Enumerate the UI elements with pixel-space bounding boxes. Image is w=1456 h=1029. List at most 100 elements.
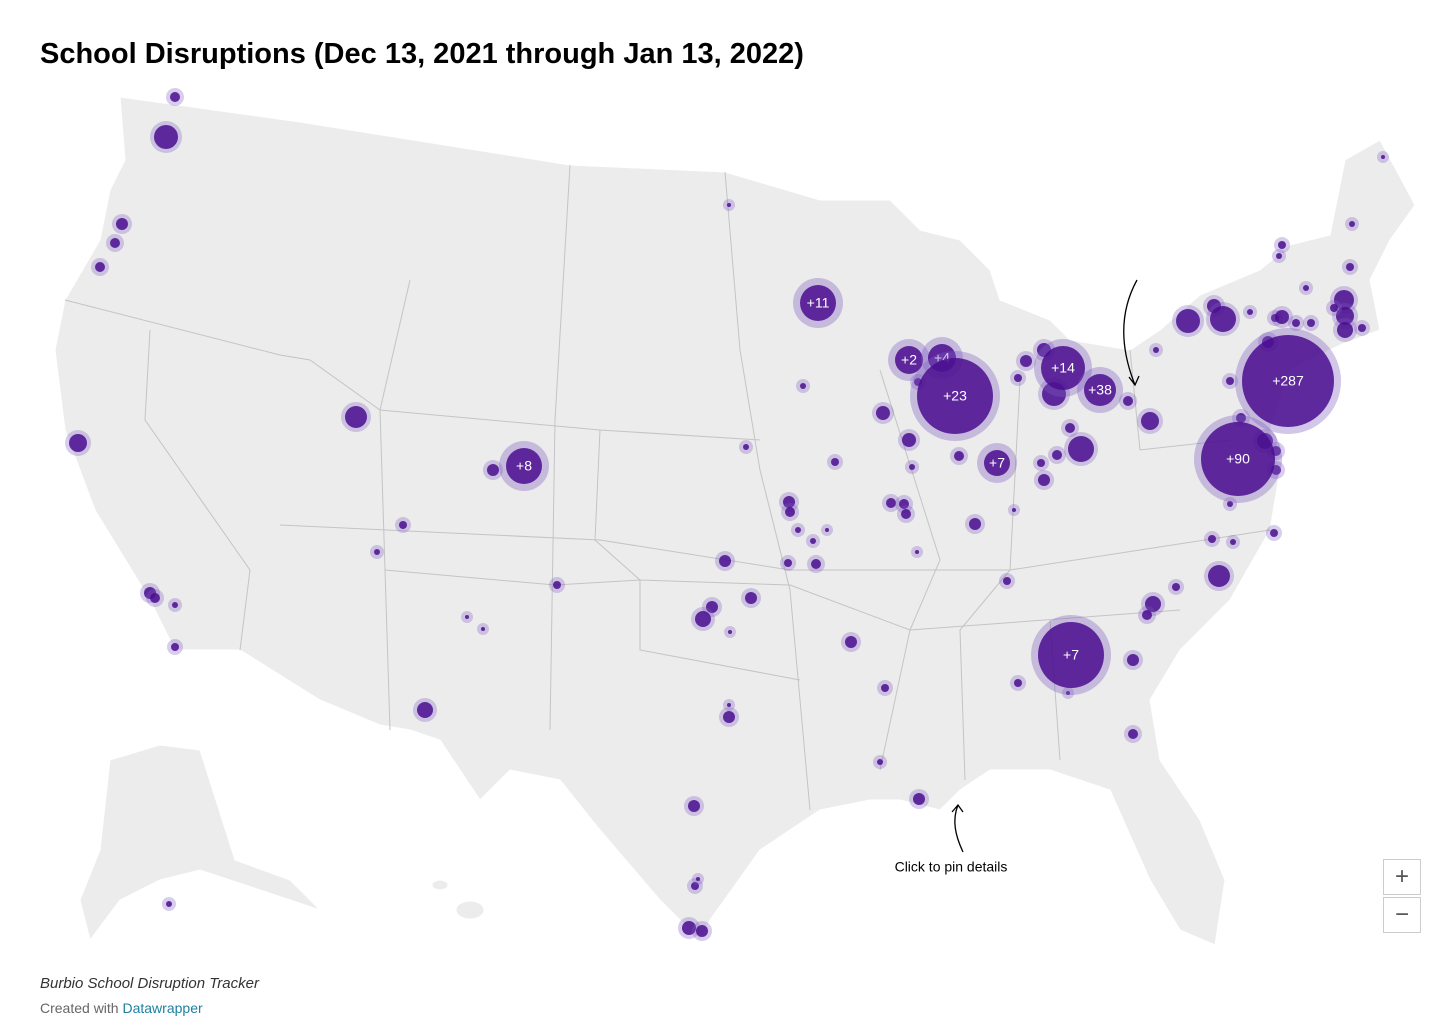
bubble[interactable] bbox=[553, 581, 561, 589]
bubble[interactable] bbox=[154, 125, 178, 149]
bubble[interactable] bbox=[901, 509, 911, 519]
bubble[interactable] bbox=[1276, 253, 1282, 259]
bubble[interactable] bbox=[1210, 306, 1236, 332]
bubble[interactable] bbox=[1358, 324, 1366, 332]
bubble[interactable] bbox=[727, 203, 731, 207]
bubble[interactable] bbox=[1275, 310, 1289, 324]
bubble[interactable] bbox=[915, 550, 919, 554]
bubble[interactable] bbox=[745, 592, 757, 604]
bubble[interactable] bbox=[688, 800, 700, 812]
bubble[interactable] bbox=[917, 358, 993, 434]
bubble[interactable] bbox=[1038, 622, 1104, 688]
bubble[interactable] bbox=[1226, 377, 1234, 385]
bubble[interactable] bbox=[1381, 155, 1385, 159]
bubble[interactable] bbox=[800, 285, 836, 321]
bubble[interactable] bbox=[1037, 459, 1045, 467]
bubble[interactable] bbox=[1142, 610, 1152, 620]
bubble[interactable] bbox=[1014, 374, 1022, 382]
bubble[interactable] bbox=[695, 611, 711, 627]
bubble[interactable] bbox=[969, 518, 981, 530]
bubble[interactable] bbox=[1247, 309, 1253, 315]
bubble[interactable] bbox=[876, 406, 890, 420]
bubble[interactable] bbox=[845, 636, 857, 648]
bubble[interactable] bbox=[1065, 423, 1075, 433]
bubble[interactable] bbox=[886, 498, 896, 508]
bubble[interactable] bbox=[881, 684, 889, 692]
bubble[interactable] bbox=[1123, 396, 1133, 406]
bubble[interactable] bbox=[1041, 346, 1085, 390]
bubble[interactable] bbox=[913, 793, 925, 805]
bubble[interactable] bbox=[1242, 335, 1334, 427]
bubble[interactable] bbox=[116, 218, 128, 230]
bubble[interactable] bbox=[1066, 691, 1070, 695]
bubble[interactable] bbox=[95, 262, 105, 272]
bubble[interactable] bbox=[1153, 347, 1159, 353]
bubble[interactable] bbox=[1128, 729, 1138, 739]
bubble[interactable] bbox=[902, 433, 916, 447]
bubble[interactable] bbox=[785, 507, 795, 517]
bubble[interactable] bbox=[1201, 422, 1275, 496]
bubble[interactable] bbox=[1227, 501, 1233, 507]
bubble[interactable] bbox=[345, 406, 367, 428]
bubble[interactable] bbox=[895, 346, 923, 374]
bubble[interactable] bbox=[1292, 319, 1300, 327]
bubble[interactable] bbox=[783, 496, 795, 508]
bubble[interactable] bbox=[166, 901, 172, 907]
bubble[interactable] bbox=[696, 877, 700, 881]
bubble[interactable] bbox=[1236, 413, 1246, 423]
bubble[interactable] bbox=[831, 458, 839, 466]
bubble[interactable] bbox=[696, 925, 708, 937]
bubble[interactable] bbox=[1230, 539, 1236, 545]
bubble[interactable] bbox=[825, 528, 829, 532]
bubble[interactable] bbox=[1303, 285, 1309, 291]
bubble[interactable] bbox=[800, 383, 806, 389]
bubble[interactable] bbox=[682, 921, 696, 935]
bubble[interactable] bbox=[150, 593, 160, 603]
bubble[interactable] bbox=[784, 559, 792, 567]
bubble[interactable] bbox=[877, 759, 883, 765]
bubble[interactable] bbox=[1208, 535, 1216, 543]
bubble[interactable] bbox=[727, 703, 731, 707]
bubble[interactable] bbox=[1208, 565, 1230, 587]
bubble[interactable] bbox=[728, 630, 732, 634]
bubble[interactable] bbox=[1084, 374, 1116, 406]
bubble[interactable] bbox=[1337, 322, 1353, 338]
bubble[interactable] bbox=[1270, 529, 1278, 537]
bubble[interactable] bbox=[909, 464, 915, 470]
bubble[interactable] bbox=[706, 601, 718, 613]
bubble[interactable] bbox=[1176, 309, 1200, 333]
credit-link[interactable]: Datawrapper bbox=[122, 1000, 203, 1016]
bubble[interactable] bbox=[374, 549, 380, 555]
bubble[interactable] bbox=[417, 702, 433, 718]
bubble[interactable] bbox=[1141, 412, 1159, 430]
bubble[interactable] bbox=[110, 238, 120, 248]
zoom-in[interactable]: + bbox=[1383, 859, 1421, 895]
bubble[interactable] bbox=[171, 643, 179, 651]
bubble[interactable] bbox=[1336, 307, 1354, 325]
bubble[interactable] bbox=[691, 882, 699, 890]
bubble[interactable] bbox=[1020, 355, 1032, 367]
bubble[interactable] bbox=[1014, 679, 1022, 687]
bubble[interactable] bbox=[954, 451, 964, 461]
bubble[interactable] bbox=[1172, 583, 1180, 591]
bubble[interactable] bbox=[1145, 596, 1161, 612]
bubble[interactable] bbox=[399, 521, 407, 529]
bubble[interactable] bbox=[69, 434, 87, 452]
bubble[interactable] bbox=[487, 464, 499, 476]
bubble[interactable] bbox=[810, 538, 816, 544]
bubble[interactable] bbox=[465, 615, 469, 619]
bubble[interactable] bbox=[172, 602, 178, 608]
bubble[interactable] bbox=[984, 450, 1010, 476]
bubble[interactable] bbox=[795, 527, 801, 533]
bubble[interactable] bbox=[1068, 436, 1094, 462]
bubble[interactable] bbox=[719, 555, 731, 567]
bubble[interactable] bbox=[506, 448, 542, 484]
bubble[interactable] bbox=[743, 444, 749, 450]
bubble[interactable] bbox=[1334, 290, 1354, 310]
bubble[interactable] bbox=[1346, 263, 1354, 271]
bubble[interactable] bbox=[1038, 474, 1050, 486]
bubble[interactable] bbox=[1330, 304, 1338, 312]
zoom-out[interactable]: − bbox=[1383, 897, 1421, 933]
bubble[interactable] bbox=[899, 499, 909, 509]
bubble[interactable] bbox=[1349, 221, 1355, 227]
